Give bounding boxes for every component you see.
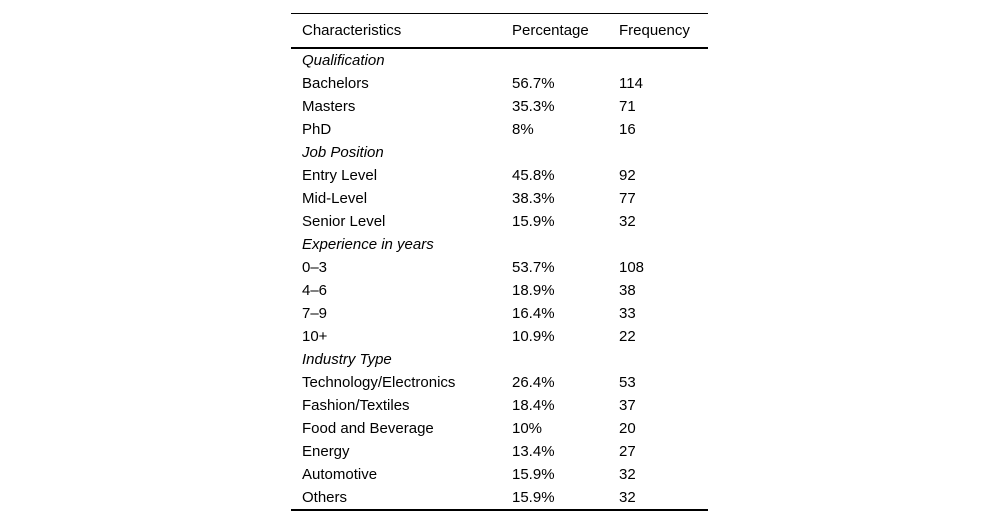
cell-percentage: 45.8% [512,167,555,184]
cell-characteristic: Fashion/Textiles [302,397,410,414]
demographics-table: Characteristics Percentage Frequency Qua… [291,13,708,511]
cell-frequency: 108 [619,259,645,276]
table-row: Technology/Electronics 26.4% 53 [291,371,708,394]
cell-characteristic: Automotive [302,466,378,483]
cell-frequency: 27 [619,443,636,460]
cell-percentage: 18.4% [512,397,555,414]
column-header-percentage: Percentage [512,22,589,39]
table-row: PhD 8% 16 [291,118,708,141]
table-row: Automotive 15.9% 32 [291,463,708,486]
cell-characteristic: 7–9 [302,305,328,322]
table-row: 4–6 18.9% 38 [291,279,708,302]
cell-frequency: 20 [619,420,636,437]
cell-characteristic: Bachelors [302,75,369,92]
table-body: Qualification Bachelors 56.7% 114 Masters 35.… [291,48,708,510]
header-row: Characteristics Percentage Frequency [291,14,708,48]
table-row: Entry Level 45.8% 92 [291,164,708,187]
table-row: 10+ 10.9% 22 [291,325,708,348]
cell-percentage: 56.7% [512,75,555,92]
section-row: Industry Type [291,348,708,371]
cell-percentage: 15.9% [512,213,555,230]
table-row: Masters 35.3% 71 [291,95,708,118]
column-header-frequency: Frequency [619,22,690,39]
cell-frequency: 22 [619,328,636,345]
cell-characteristic: Technology/Electronics [302,374,456,391]
cell-characteristic: Others [302,489,348,506]
cell-frequency: 37 [619,397,636,414]
column-header-characteristics: Characteristics [302,22,402,39]
cell-frequency: 38 [619,282,636,299]
cell-characteristic: PhD [302,121,332,138]
section-title: Qualification [302,52,385,69]
cell-frequency: 71 [619,98,636,115]
cell-characteristic: 0–3 [302,259,328,276]
cell-frequency: 77 [619,190,636,207]
cell-percentage: 13.4% [512,443,555,460]
cell-frequency: 32 [619,466,636,483]
section-title: Job Position [302,144,384,161]
cell-characteristic: Senior Level [302,213,386,230]
cell-percentage: 10% [512,420,543,437]
cell-frequency: 32 [619,213,636,230]
cell-percentage: 15.9% [512,489,555,506]
cell-characteristic: 4–6 [302,282,328,299]
section-row: Qualification [291,48,708,72]
table-row: 7–9 16.4% 33 [291,302,708,325]
cell-characteristic: Entry Level [302,167,378,184]
cell-frequency: 32 [619,489,636,506]
cell-percentage: 18.9% [512,282,555,299]
section-title: Industry Type [302,351,392,368]
cell-frequency: 114 [619,75,643,92]
table-row: Others 15.9% 32 [291,486,708,510]
table-row: Bachelors 56.7% 114 [291,72,708,95]
table-row: Senior Level 15.9% 32 [291,210,708,233]
cell-frequency: 92 [619,167,636,184]
cell-characteristic: Energy [302,443,350,460]
cell-percentage: 16.4% [512,305,555,322]
cell-percentage: 8% [512,121,534,138]
cell-frequency: 33 [619,305,636,322]
section-title: Experience in years [302,236,434,253]
cell-percentage: 15.9% [512,466,555,483]
table-row: Food and Beverage 10% 20 [291,417,708,440]
cell-characteristic: Mid-Level [302,190,368,207]
table-row: Mid-Level 38.3% 77 [291,187,708,210]
cell-frequency: 53 [619,374,636,391]
cell-characteristic: 10+ [302,328,328,345]
section-row: Experience in years [291,233,708,256]
section-row: Job Position [291,141,708,164]
table-row: Fashion/Textiles 18.4% 37 [291,394,708,417]
table-row: Energy 13.4% 27 [291,440,708,463]
table-row: 0–3 53.7% 108 [291,256,708,279]
cell-percentage: 38.3% [512,190,555,207]
cell-characteristic: Food and Beverage [302,420,434,437]
cell-percentage: 10.9% [512,328,555,345]
cell-percentage: 35.3% [512,98,555,115]
cell-percentage: 53.7% [512,259,555,276]
cell-frequency: 16 [619,121,636,138]
cell-percentage: 26.4% [512,374,555,391]
cell-characteristic: Masters [302,98,356,115]
